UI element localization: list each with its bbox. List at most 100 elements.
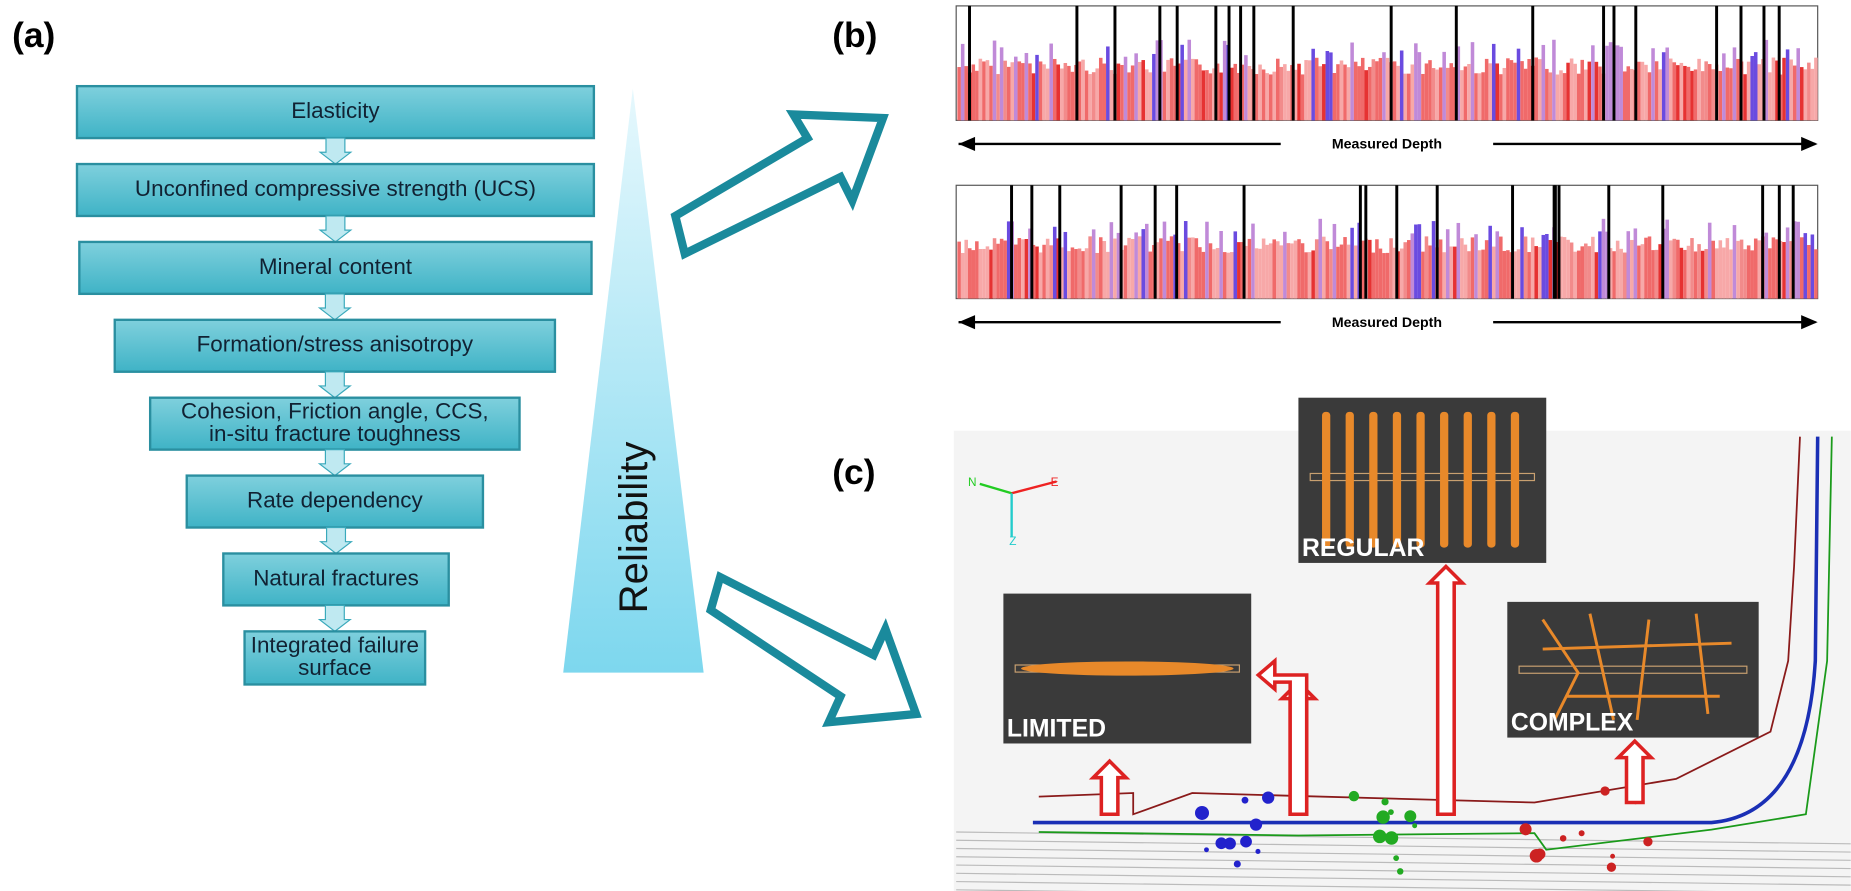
log-bar <box>1793 66 1797 121</box>
compass-label: E <box>1051 475 1059 489</box>
log-bar <box>1566 63 1570 121</box>
log-bar <box>1623 253 1627 299</box>
log-bar <box>1329 52 1333 120</box>
log-bar <box>1255 248 1259 298</box>
log-bar <box>1375 239 1379 298</box>
log-bar <box>1113 239 1117 299</box>
log-bar <box>1729 249 1733 298</box>
fracture <box>1440 412 1448 548</box>
log-bar <box>1287 243 1291 298</box>
figure: (a) (b) (c) Reliability ElasticityUnconf… <box>0 0 1851 891</box>
log-bar <box>1814 249 1818 298</box>
log-bar <box>1035 247 1039 299</box>
event-dot <box>1579 830 1585 836</box>
log-bar <box>1343 237 1347 299</box>
log-bar <box>1163 72 1167 121</box>
log-bar <box>1099 237 1103 298</box>
log-bar <box>996 244 1000 299</box>
log-bar <box>1464 66 1468 120</box>
log-bar <box>1340 60 1344 120</box>
log-bar <box>1103 241 1107 299</box>
log-bar <box>1481 72 1485 120</box>
log-bar <box>1141 229 1145 298</box>
log-bar <box>1064 63 1068 120</box>
log-bar <box>1676 240 1680 299</box>
log-bar <box>1669 59 1673 121</box>
event-dot <box>1242 797 1249 804</box>
log-bar <box>1655 61 1659 120</box>
log-bar <box>961 44 965 120</box>
log-bar <box>1361 58 1365 120</box>
log-bar <box>1428 60 1432 120</box>
log-bar <box>1782 58 1786 121</box>
log-bar <box>1230 252 1234 299</box>
step-label: Mineral content <box>259 254 413 279</box>
log-bar <box>1499 237 1503 299</box>
log-bar <box>1336 247 1340 299</box>
log-bar <box>1180 251 1184 298</box>
log-bar <box>1740 240 1744 299</box>
log-bar <box>1573 252 1577 299</box>
log-bar <box>964 66 968 120</box>
log-bar <box>1814 58 1818 121</box>
log-bar <box>1280 67 1284 120</box>
log-bar <box>1527 252 1531 299</box>
arrow-head <box>959 315 976 329</box>
log-bar <box>1092 72 1096 120</box>
log-bar <box>1318 219 1322 299</box>
log-bar <box>1414 43 1418 120</box>
log-bar <box>1545 234 1549 299</box>
log-bar <box>1591 45 1595 120</box>
log-bar <box>1007 67 1011 121</box>
log-bar <box>1060 69 1064 121</box>
log-bar <box>1262 69 1266 120</box>
log-bar <box>1471 42 1475 120</box>
compass-label: N <box>968 475 977 489</box>
log-bar <box>1782 242 1786 299</box>
connector-arrow <box>320 450 351 476</box>
log-bar <box>1697 59 1701 121</box>
log-bar <box>1598 67 1602 121</box>
log-bar <box>1708 223 1712 299</box>
log-bar <box>1796 48 1800 120</box>
log-bar <box>1230 68 1234 121</box>
log-bar <box>1786 227 1790 298</box>
log-bar <box>1566 240 1570 299</box>
log-bar <box>1591 237 1595 299</box>
log-bar <box>989 250 993 299</box>
log-bar <box>1067 251 1071 298</box>
fracture <box>1322 412 1330 548</box>
log-bar <box>1690 71 1694 120</box>
arrow <box>675 114 883 253</box>
log-bar <box>1549 240 1553 299</box>
log-bar <box>1053 59 1057 120</box>
log-bar <box>1145 224 1149 299</box>
log-bar <box>986 246 990 298</box>
log-bar <box>1680 63 1684 120</box>
log-bar <box>1103 64 1107 121</box>
log-bar <box>1187 238 1191 299</box>
log-bar <box>1049 245 1053 298</box>
step-label: Rate dependency <box>247 487 423 512</box>
event-dot <box>1262 791 1274 803</box>
event-dot <box>1560 835 1567 842</box>
log-bar <box>1375 61 1379 120</box>
log-bar <box>1315 58 1319 121</box>
log-bar <box>975 71 979 121</box>
log-bar <box>1488 63 1492 120</box>
log-bar <box>1800 237 1804 298</box>
log-bar <box>1074 249 1078 299</box>
log-bar <box>1014 245 1018 299</box>
log-bar <box>1170 58 1174 120</box>
event-dot <box>1373 830 1387 844</box>
log-bar <box>1701 71 1705 120</box>
step-label: Elasticity <box>291 98 380 123</box>
depth-tracks: Measured DepthMeasured Depth <box>956 6 1817 331</box>
event-dot <box>1349 791 1359 801</box>
log-bar <box>1421 74 1425 120</box>
log-bar <box>1545 69 1549 120</box>
log-bar <box>1580 246 1584 298</box>
log-bar <box>1804 69 1808 120</box>
log-bar <box>1110 70 1114 120</box>
log-bar <box>1439 67 1443 120</box>
